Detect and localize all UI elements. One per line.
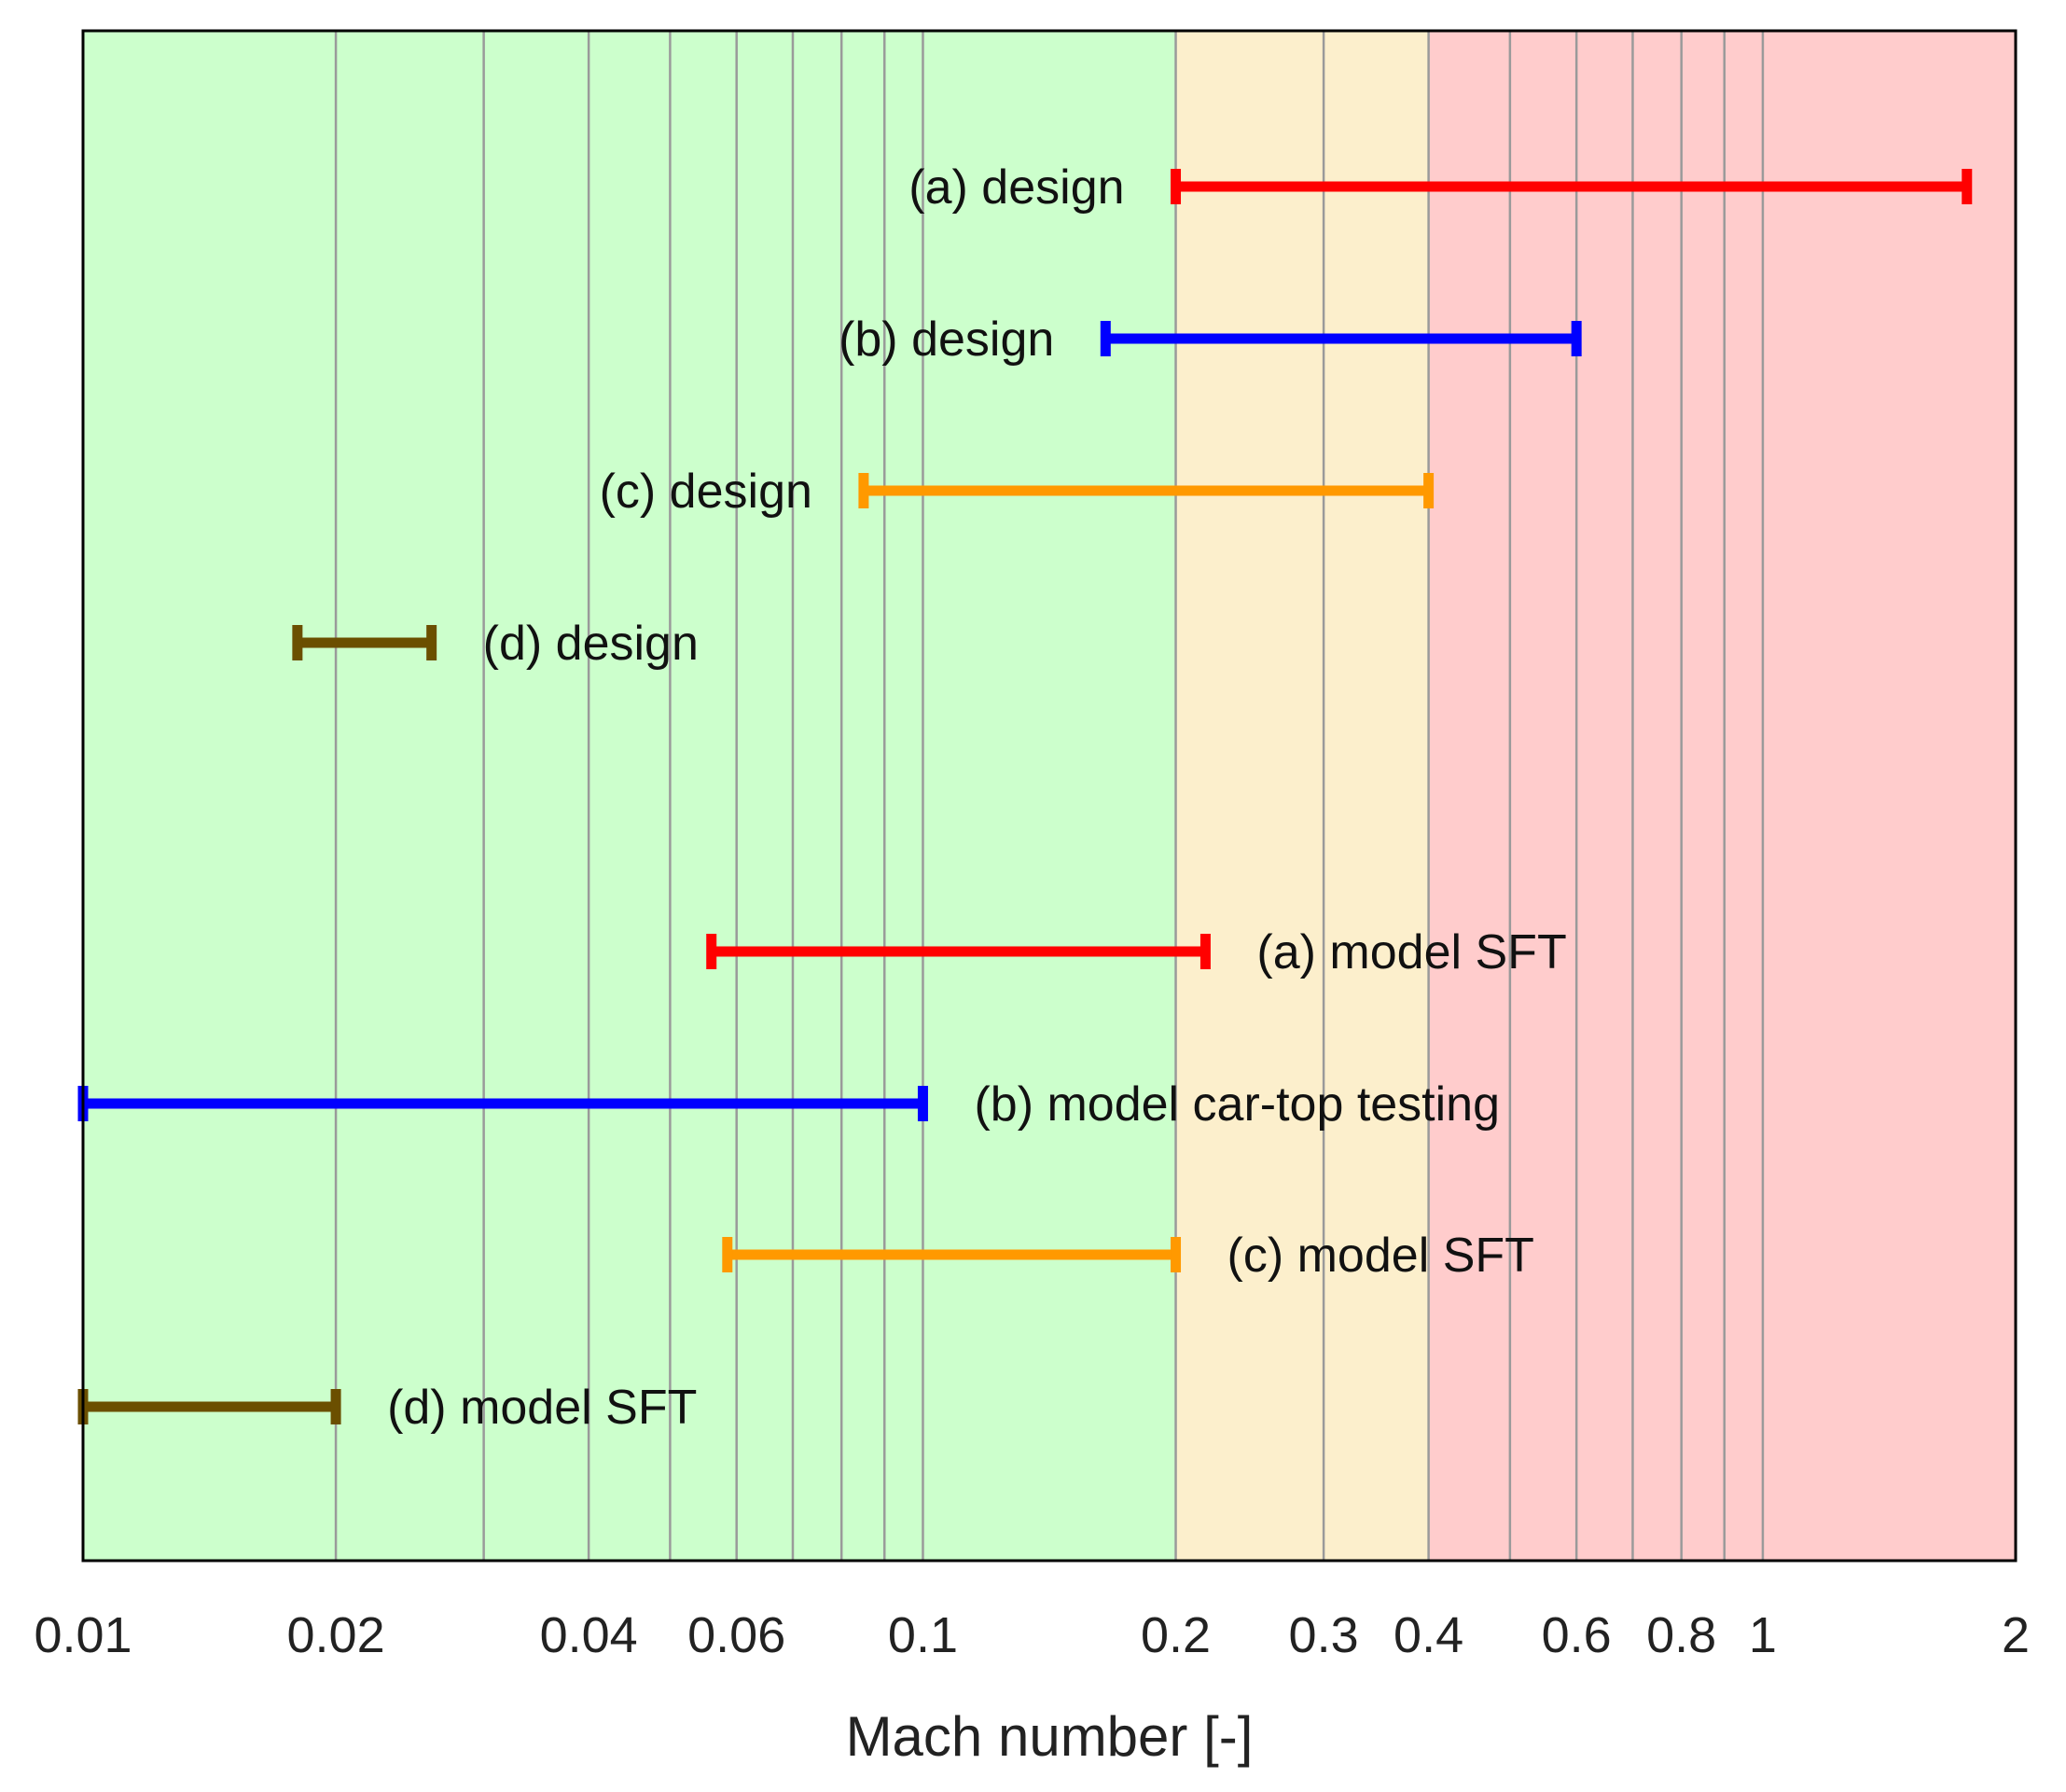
x-tick-label: 0.2 — [1141, 1607, 1211, 1663]
x-tick-label: 0.04 — [540, 1607, 638, 1663]
x-tick-label: 0.06 — [687, 1607, 785, 1663]
x-tick-labels: 0.01 0.02 0.04 0.06 0.1 0.2 0.3 0.4 0.6 0.8 1 2 — [34, 1607, 2030, 1663]
x-axis-label: Mach number [-] — [846, 1705, 1254, 1768]
x-tick-label: 0.1 — [888, 1607, 958, 1663]
range-bars: (a) design (b) design (c) design (d) design… — [77, 160, 1973, 1435]
range-bar: (c) design — [600, 465, 1435, 519]
x-tick-label: 0.8 — [1646, 1607, 1716, 1663]
region-low — [83, 31, 1176, 1561]
range-label: (a) design — [908, 160, 1124, 215]
x-tick-label: 0.6 — [1542, 1607, 1612, 1663]
range-label: (a) model SFT — [1256, 925, 1566, 979]
gridlines — [334, 31, 1765, 1561]
x-tick-label: 0.4 — [1394, 1607, 1463, 1663]
range-bar: (b) model car-top testing — [77, 1077, 1500, 1132]
region-high — [1428, 31, 2016, 1561]
range-label: (c) design — [600, 465, 812, 519]
x-tick-label: 2 — [2002, 1607, 2030, 1663]
range-label: (c) model SFT — [1227, 1229, 1534, 1283]
range-bar: (c) model SFT — [722, 1229, 1534, 1283]
x-tick-label: 0.01 — [34, 1607, 132, 1663]
range-bar: (d) design — [292, 617, 699, 671]
x-tick-label: 1 — [1749, 1607, 1777, 1663]
range-label: (d) design — [483, 617, 699, 671]
x-tick-label: 0.3 — [1289, 1607, 1359, 1663]
plot-frame — [81, 29, 2017, 1563]
range-bar: (a) model SFT — [706, 925, 1567, 979]
range-bar: (b) design — [839, 313, 1582, 367]
x-tick-label: 0.02 — [287, 1607, 385, 1663]
range-label: (b) design — [839, 313, 1054, 367]
range-label: (d) model SFT — [387, 1381, 697, 1435]
range-bar: (a) design — [908, 160, 1973, 215]
regime-regions — [83, 31, 2016, 1561]
range-label: (b) model car-top testing — [974, 1077, 1500, 1132]
region-mid — [1175, 31, 1429, 1561]
range-bar: (d) model SFT — [77, 1381, 697, 1435]
